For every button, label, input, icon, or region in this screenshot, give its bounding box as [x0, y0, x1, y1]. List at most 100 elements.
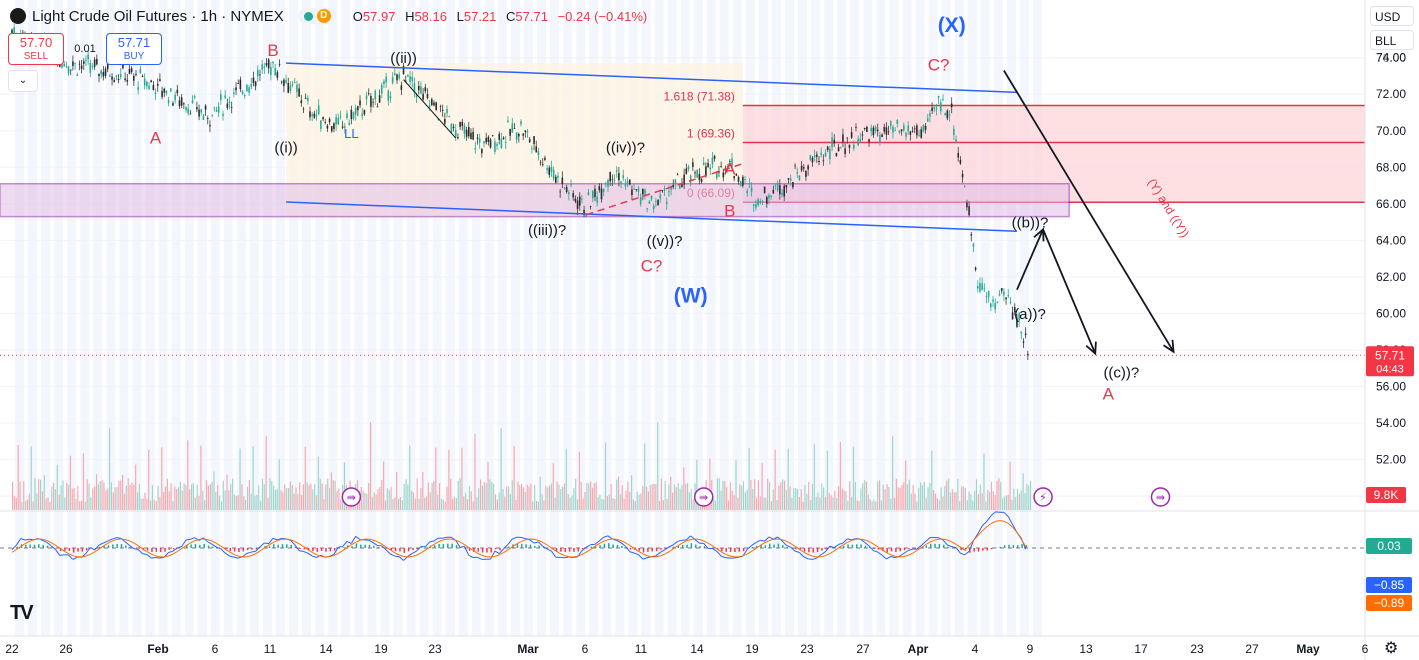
macd-line	[825, 545, 831, 552]
candle-body	[846, 137, 849, 139]
candle-body	[156, 83, 159, 86]
signal-line	[11, 549, 17, 553]
macd-line	[151, 557, 156, 559]
signal-line	[164, 555, 169, 558]
volume-bar	[174, 486, 176, 510]
macd-line	[720, 555, 726, 559]
volume-bar	[793, 488, 795, 510]
session-stripe	[745, 0, 755, 636]
volume-bar	[21, 501, 23, 510]
candle-body	[367, 93, 370, 95]
volume-bar	[218, 495, 221, 510]
event-icon	[693, 487, 714, 507]
histogram-bar	[172, 548, 175, 550]
volume-bar	[209, 484, 211, 510]
volume-bar	[974, 490, 976, 510]
histogram-bar	[795, 548, 797, 550]
currency-select[interactable]: USD	[1370, 6, 1414, 26]
histogram-bar	[725, 548, 727, 552]
candle-body	[596, 196, 598, 203]
sell-button[interactable]: 57.70 SELL	[8, 33, 64, 65]
unit-select[interactable]: BLL	[1370, 30, 1414, 50]
macd-line	[50, 545, 56, 550]
macd-line	[851, 538, 857, 541]
volume-bar	[660, 478, 663, 510]
candle-body	[472, 131, 474, 140]
macd-line	[790, 546, 796, 552]
event-icon-glyph: ⇛	[699, 492, 708, 504]
buy-button[interactable]: 57.71 BUY	[106, 33, 162, 65]
histogram-bar	[1021, 544, 1023, 548]
volume-bar	[308, 485, 310, 510]
candle-body	[91, 66, 94, 68]
candle-body	[248, 87, 250, 93]
candle-body	[541, 163, 544, 165]
volume-bar	[782, 479, 784, 510]
volume-bar	[946, 480, 948, 510]
tradingview-logo[interactable]: TV	[10, 602, 34, 624]
candle-body	[267, 59, 270, 69]
macd-line	[503, 544, 509, 550]
fib-label: 1.618 (71.38)	[663, 90, 734, 104]
volume-bar	[759, 496, 761, 510]
candle-body	[568, 192, 570, 195]
candle-body	[1011, 312, 1014, 320]
session-stripe	[406, 0, 416, 636]
candle-body	[620, 181, 622, 184]
volume-bar	[916, 501, 918, 510]
volume-bar	[828, 493, 830, 510]
macd-line	[137, 549, 143, 555]
collapse-legend-button[interactable]: ⌄	[8, 70, 38, 92]
candle-body	[515, 132, 518, 140]
session-stripe	[693, 0, 703, 636]
volume-bar	[981, 493, 983, 510]
volume-bar	[377, 489, 379, 510]
wave-label-black: ((v))?	[647, 233, 683, 250]
volume-bar	[79, 501, 81, 510]
candle-body	[254, 81, 257, 87]
volume-bar	[506, 486, 508, 510]
volume-bar	[146, 498, 148, 510]
candle-body	[913, 128, 916, 130]
candle-body	[502, 137, 505, 139]
volume-bar	[642, 486, 644, 510]
macd-line	[216, 546, 222, 550]
session-stripe	[680, 0, 690, 636]
volume-bar	[131, 482, 133, 510]
candle-body	[609, 171, 611, 182]
candle-body	[876, 129, 879, 132]
volume-bar	[179, 481, 182, 510]
symbol-title[interactable]: Light Crude Oil Futures · 1h · NYMEX	[32, 7, 284, 25]
signal-line	[494, 554, 500, 557]
volume-bar	[530, 483, 532, 510]
candle-body	[1003, 291, 1005, 296]
volume-bar	[466, 499, 469, 510]
volume-bar	[582, 498, 584, 510]
session-stripe	[589, 0, 599, 636]
volume-bar	[293, 493, 295, 510]
x-tick-label: 26	[59, 642, 73, 656]
macd-line	[416, 546, 422, 552]
market-status-pill[interactable]: D	[297, 8, 337, 24]
volume-bar	[524, 492, 526, 510]
signal-line	[760, 542, 765, 546]
volume-bar	[360, 486, 362, 510]
support-zone	[0, 182, 1070, 218]
candle-body	[276, 72, 279, 78]
macd-line	[977, 525, 983, 535]
signal-line	[377, 541, 383, 545]
volume-bar	[287, 488, 290, 510]
volume-bar	[153, 499, 155, 510]
candle-body	[598, 186, 601, 191]
signal-line	[285, 538, 291, 541]
signal-line	[668, 548, 674, 553]
macd-line	[394, 555, 400, 558]
volume-bar	[919, 482, 922, 510]
histogram-bar	[851, 544, 854, 548]
macd-line	[233, 556, 239, 559]
signal-line	[686, 539, 691, 542]
volume-bar	[295, 487, 297, 510]
session-stripe	[758, 0, 768, 636]
gear-icon[interactable]: ⚙	[1384, 640, 1399, 657]
